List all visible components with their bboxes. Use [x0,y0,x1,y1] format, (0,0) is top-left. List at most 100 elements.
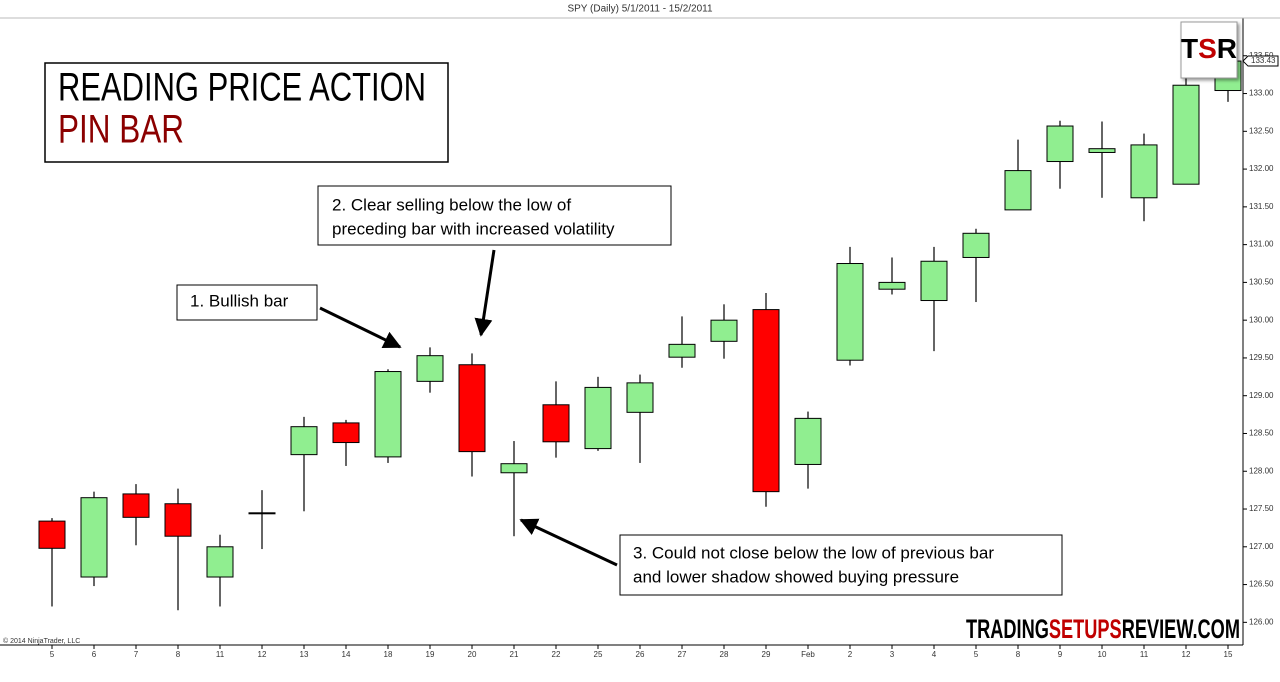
x-tick-label: 26 [636,650,645,659]
x-tick-label: 12 [258,650,267,659]
candle-body [38,520,66,549]
callout-text: preceding bar with increased volatility [332,219,615,238]
arrow [319,306,402,349]
x-tick-label: 5 [974,650,979,659]
candle-body [1172,84,1200,185]
x-tick-label: 4 [932,650,937,659]
x-tick-label: 8 [1016,650,1021,659]
x-tick-label: Feb [801,650,815,659]
last-price-marker [1242,55,1279,67]
candles [38,55,1242,611]
candle-body [332,422,360,444]
y-tick-label: 128.50 [1249,429,1274,438]
x-tick-label: 19 [426,650,435,659]
x-tick-label: 18 [384,650,393,659]
candle-body [248,512,276,515]
callout-text: and lower shadow showed buying pressure [633,567,959,586]
candle-body [458,364,486,453]
candle-body [542,404,570,443]
candle-body [164,503,192,537]
x-tick-label: 22 [552,650,561,659]
x-tick-label: 15 [1224,650,1233,659]
x-tick-label: 14 [342,650,351,659]
heading-box [44,62,449,163]
last-price-label: 133.43 [1251,56,1276,65]
logo: TSR [1181,33,1237,64]
brand-part: TRADING [966,614,1049,644]
y-tick-label: 130.50 [1249,278,1274,287]
x-tick-label: 9 [1058,650,1063,659]
copyright: © 2014 NinjaTrader, LLC [3,637,80,645]
callout-box [317,185,672,246]
arrow [474,249,496,337]
callout-text: 1. Bullish bar [190,291,289,310]
x-tick-label: 21 [510,650,519,659]
x-tick-label: 25 [594,650,603,659]
callout-box [176,284,318,321]
x-tick-label: 13 [300,650,309,659]
candle-body [122,493,150,518]
y-tick-label: 133.50 [1249,51,1274,60]
x-tick-label: 11 [216,650,225,659]
candle-body [416,355,444,382]
candle-body [1004,170,1032,211]
candle-body [1088,148,1116,153]
x-tick-label: 11 [1140,650,1149,659]
logo-part: S [1198,33,1217,64]
x-tick-label: 28 [720,650,729,659]
callout-text: 3. Could not close below the low of prev… [633,543,994,562]
x-tick-label: 6 [92,650,97,659]
candle-body [962,232,990,258]
x-tick-label: 7 [134,650,139,659]
candle-body [668,343,696,358]
candle-body [500,463,528,474]
subheading: PIN BAR [58,108,184,152]
candle-body [290,426,318,456]
x-tick-label: 29 [762,650,771,659]
logo-part: R [1217,33,1237,64]
x-tick-label: 2 [848,650,853,659]
y-tick-label: 132.50 [1249,126,1274,135]
x-tick-label: 5 [50,650,55,659]
x-tick-label: 10 [1098,650,1107,659]
callout-box [619,534,1063,596]
y-tick-label: 126.50 [1249,580,1274,589]
callout-text: 2. Clear selling below the low of [332,195,571,214]
candle-body [1046,125,1074,163]
candle-body [878,281,906,290]
y-tick-label: 127.00 [1249,542,1274,551]
x-tick-label: 8 [176,650,181,659]
y-tick-label: 132.00 [1249,164,1274,173]
y-tick-label: 131.00 [1249,240,1274,249]
candle-body [752,309,780,493]
candle-body [374,371,402,458]
logo-box [1180,21,1238,79]
brand: TRADINGSETUPSREVIEW.COM [966,614,1240,644]
candle-body [626,382,654,413]
candle-body [836,263,864,361]
y-tick-label: 128.00 [1249,466,1274,475]
candle-body [584,386,612,450]
x-tick-label: 12 [1182,650,1191,659]
y-tick-label: 126.00 [1249,617,1274,626]
candle-body [710,319,738,342]
y-tick-label: 129.00 [1249,391,1274,400]
x-tick-label: 20 [468,650,477,659]
y-tick-label: 127.50 [1249,504,1274,513]
chart-title: SPY (Daily) 5/1/2011 - 15/2/2011 [567,4,713,15]
brand-part: REVIEW.COM [1122,614,1240,644]
x-tick-label: 3 [890,650,895,659]
y-tick-label: 133.00 [1249,89,1274,98]
logo-part: T [1181,33,1198,64]
heading: READING PRICE ACTION [58,66,426,110]
candle-body [206,546,234,578]
candle-body [920,260,948,302]
candle-body [794,417,822,465]
x-tick-label: 27 [678,650,687,659]
candle-body [80,497,108,578]
arrow [519,518,618,567]
y-tick-label: 130.00 [1249,315,1274,324]
y-tick-label: 131.50 [1249,202,1274,211]
